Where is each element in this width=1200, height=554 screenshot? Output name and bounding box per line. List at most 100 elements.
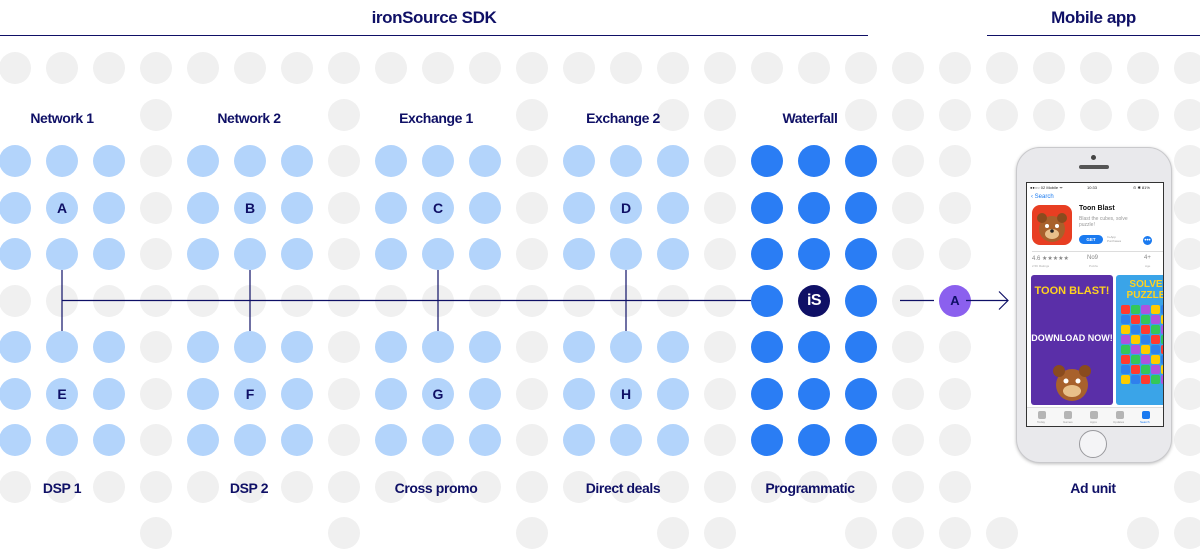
label-exchange-2: Exchange 2 [586, 110, 660, 126]
grid-dot [328, 191, 360, 224]
grid-dot [845, 98, 877, 131]
grid-dot [328, 424, 360, 456]
source-dot [187, 191, 219, 224]
grid-dot [704, 424, 736, 456]
cube [1161, 345, 1163, 354]
source-dot [469, 331, 501, 363]
apps-icon[interactable] [1090, 411, 1098, 419]
source-dot [422, 145, 454, 177]
grid-dot [422, 52, 454, 84]
cube [1131, 335, 1140, 344]
grid-dot [140, 238, 172, 270]
waterfall-dot [845, 145, 877, 177]
source-dot [0, 377, 31, 410]
grid-dot [1174, 145, 1200, 177]
grid-dot [1174, 424, 1200, 456]
mobile-title-rule [987, 35, 1200, 36]
waterfall-dot [798, 191, 830, 224]
sdk-title: ironSource SDK [371, 8, 497, 27]
source-dot [563, 191, 595, 224]
source-dot [93, 145, 125, 177]
grid-dot [798, 52, 830, 84]
label-dsp-2: DSP 2 [229, 480, 269, 496]
ratings-count: 2.5K Ratings [1032, 264, 1050, 268]
grid-dot [469, 470, 501, 503]
cube [1161, 325, 1163, 334]
waterfall-dot [798, 238, 830, 270]
cube [1141, 375, 1150, 384]
grid-dot [1033, 52, 1065, 84]
source-dot [375, 377, 407, 410]
cube [1151, 365, 1160, 374]
games-icon[interactable] [1064, 411, 1072, 419]
grid-dot [563, 470, 595, 503]
source-dot [563, 145, 595, 177]
source-dot [187, 145, 219, 177]
grid-dot [892, 377, 924, 410]
source-dot [93, 377, 125, 410]
source-dot [469, 377, 501, 410]
source-dot [0, 238, 31, 270]
label-network-1: Network 1 [30, 110, 94, 126]
grid-dot [516, 145, 548, 177]
source-dot [563, 377, 595, 410]
grid-dot [281, 470, 313, 503]
screenshot-1[interactable]: TOON BLAST! DOWNLOAD NOW! [1031, 275, 1113, 405]
source-dot [610, 424, 642, 456]
grid-dot [939, 238, 971, 270]
grid-dot [986, 98, 1018, 131]
label-waterfall: Waterfall [782, 110, 838, 126]
ironsource-logo-icon: iS [798, 284, 830, 317]
screenshot-2[interactable]: SOLVE PUZZLE [1116, 275, 1163, 405]
source-dot [375, 238, 407, 270]
source-dot [375, 191, 407, 224]
grid-dot [1127, 517, 1159, 549]
grid-dot [704, 238, 736, 270]
home-button[interactable] [1079, 430, 1107, 458]
cube [1141, 315, 1150, 324]
source-dot [234, 145, 266, 177]
cube [1131, 305, 1140, 314]
grid-dot [892, 191, 924, 224]
grid-dot [1174, 284, 1200, 317]
app-store-screen: ●●○○ 02 Mobile ᯤ 10:33 ⊙ ✱ 81% ‹ Search … [1026, 182, 1164, 427]
cube [1161, 365, 1163, 374]
grid-dot [1174, 331, 1200, 363]
cube [1131, 315, 1140, 324]
grid-dot [1174, 52, 1200, 84]
waterfall-dot [798, 145, 830, 177]
grid-dot [140, 377, 172, 410]
search-icon[interactable] [1142, 411, 1150, 419]
waterfall-dot [798, 377, 830, 410]
source-dot [281, 424, 313, 456]
source-dot [657, 145, 689, 177]
grid-dot [939, 191, 971, 224]
get-button[interactable]: GET [1079, 235, 1103, 244]
cube [1151, 305, 1160, 314]
source-dot [563, 238, 595, 270]
grid-dot [939, 145, 971, 177]
source-dot [46, 145, 78, 177]
more-options-icon[interactable]: ••• [1143, 236, 1152, 245]
source-dot [281, 377, 313, 410]
source-dot [0, 145, 31, 177]
updates-icon[interactable] [1116, 411, 1124, 419]
cube [1161, 305, 1163, 314]
grid-dot [375, 470, 407, 503]
today-icon[interactable] [1038, 411, 1046, 419]
grid-dot [140, 424, 172, 456]
grid-dot [46, 470, 78, 503]
app-name: Toon Blast [1079, 205, 1115, 212]
label-exchange-1: Exchange 1 [399, 110, 473, 126]
source-dot [563, 424, 595, 456]
divider [1032, 251, 1163, 252]
grid-dot [140, 470, 172, 503]
in-app-purchases-note: In-App Purchases [1107, 235, 1122, 243]
grid-dot [516, 470, 548, 503]
waterfall-dot [751, 424, 783, 456]
tab-games-label: Games [1063, 420, 1073, 424]
source-dot [281, 331, 313, 363]
back-search-link[interactable]: ‹ Search [1031, 194, 1054, 200]
grid-dot [892, 98, 924, 131]
